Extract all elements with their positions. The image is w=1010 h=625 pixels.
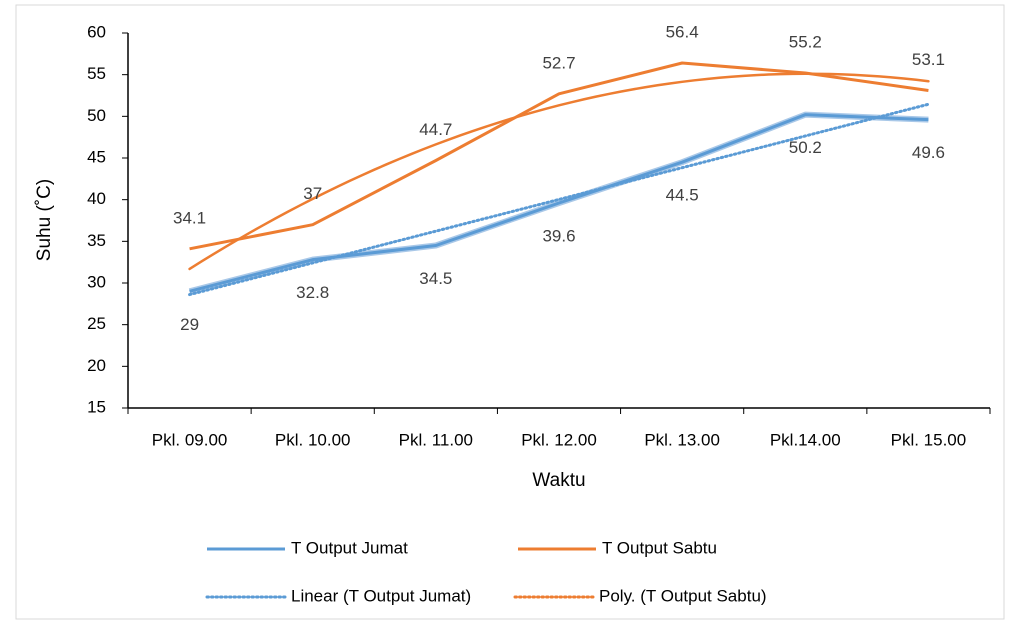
y-tick-label: 50 [87,106,106,125]
y-tick-label: 55 [87,64,106,83]
data-label: 32.8 [296,283,329,302]
y-axis-title: Suhu (˚C) [34,179,55,261]
data-label: 55.2 [789,32,822,51]
data-label: 56.4 [666,22,699,41]
data-label: 50.2 [789,138,822,157]
legend-label: T Output Jumat [291,538,408,557]
data-label: 44.5 [666,186,699,205]
series-line [189,113,929,293]
legend-label: T Output Sabtu [602,538,717,557]
y-tick-label: 20 [87,356,106,375]
data-label: 34.1 [173,208,206,227]
x-tick-label: Pkl. 13.00 [644,430,720,449]
x-axis-title: Waktu [532,470,585,491]
chart-border [15,4,1005,620]
data-label: 44.7 [419,120,452,139]
x-tick-label: Pkl. 12.00 [521,430,597,449]
data-label: 29 [180,315,199,334]
y-tick-label: 40 [87,189,106,208]
x-tick-label: Pkl. 09.00 [152,430,228,449]
x-tick-label: Pkl.14.00 [770,430,841,449]
legend-label: Linear (T Output Jumat) [291,586,471,605]
y-tick-label: 60 [87,22,106,41]
trendline [188,72,930,271]
y-tick-label: 35 [87,231,106,250]
y-tick-label: 30 [87,272,106,291]
data-label: 53.1 [912,50,945,69]
x-tick-label: Pkl. 15.00 [891,430,967,449]
data-label: 52.7 [542,53,575,72]
legend-label: Poly. (T Output Sabtu) [599,586,767,605]
y-tick-label: 15 [87,397,106,416]
x-tick-label: Pkl. 11.00 [399,430,473,449]
y-tick-label: 25 [87,314,106,333]
y-tick-label: 45 [87,147,106,166]
trendline [188,102,930,297]
x-tick-label: Pkl. 10.00 [275,430,351,449]
data-label: 34.5 [419,269,452,288]
data-label: 49.6 [912,143,945,162]
data-label: 37 [303,184,322,203]
data-label: 39.6 [542,226,575,245]
